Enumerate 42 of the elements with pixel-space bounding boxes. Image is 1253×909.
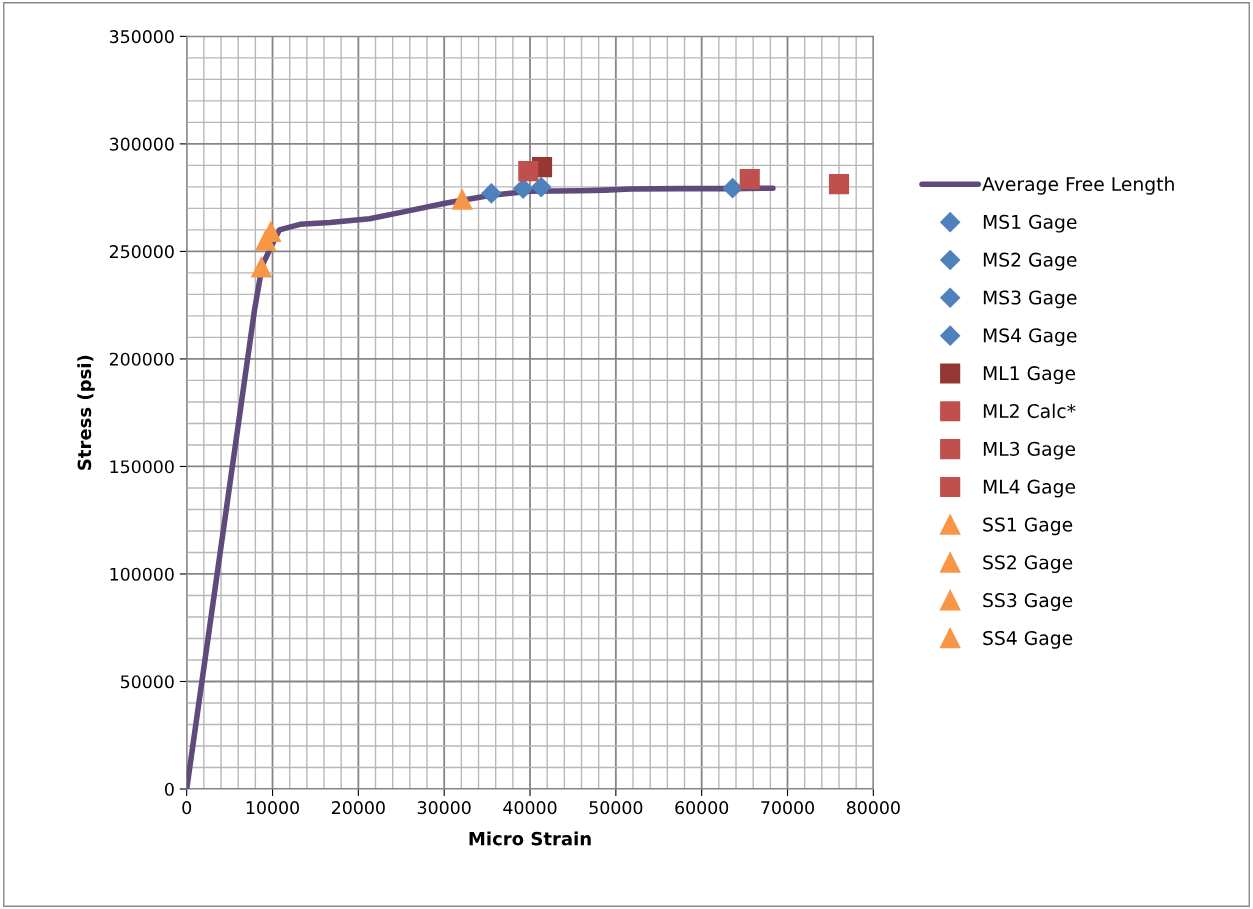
- y-tick-label: 200000: [109, 352, 174, 366]
- point: [828, 174, 850, 195]
- x-tick-label: 80000: [846, 801, 900, 815]
- x-tick-label: 50000: [589, 801, 643, 815]
- point: [452, 189, 473, 210]
- y-axis-title: Stress (psi): [77, 355, 95, 470]
- legend-label: SS3 Gage: [983, 593, 1073, 611]
- point: [518, 161, 539, 182]
- legend-label: MS4 Gage: [983, 328, 1077, 347]
- point: [722, 178, 743, 199]
- y-tick-label: 350000: [109, 30, 174, 44]
- point: [255, 230, 276, 251]
- legend-label: ML3 Gage: [983, 441, 1076, 460]
- point: [739, 169, 760, 190]
- x-tick-label: 70000: [761, 801, 814, 815]
- x-tick-label: 30000: [417, 801, 471, 815]
- x-axis-title: Micro Strain: [469, 831, 591, 846]
- legend-label: MS2 Gage: [983, 252, 1077, 271]
- y-tick-label: 250000: [109, 245, 174, 259]
- legend-label: MS3 Gage: [983, 290, 1077, 309]
- x-tick-label: 10000: [246, 801, 299, 815]
- point: [513, 178, 534, 199]
- point: [531, 177, 552, 197]
- legend-label: Average Free Length: [982, 176, 1174, 195]
- legend-label: ML4 Gage: [983, 479, 1076, 498]
- point: [251, 257, 272, 278]
- y-tick-label: 150000: [110, 460, 174, 474]
- x-tick-label: 0: [182, 801, 192, 815]
- legend-label: SS1 Gage: [983, 517, 1073, 536]
- y-tick-label: 0: [164, 782, 174, 796]
- x-tick-label: 60000: [675, 801, 729, 815]
- legend-label: SS4 Gage: [983, 630, 1073, 649]
- legend-label: ML2 Calc*: [983, 403, 1076, 419]
- y-tick-label: 100000: [110, 567, 174, 581]
- x-tick-label: 20000: [332, 801, 385, 815]
- legend-label: ML1 Gage: [983, 366, 1076, 384]
- x-tick-label: 40000: [503, 801, 557, 815]
- legend-label: MS1 Gage: [983, 214, 1077, 233]
- point: [481, 183, 502, 204]
- y-tick-label: 50000: [121, 675, 174, 689]
- legend-label: SS2 Gage: [983, 555, 1073, 574]
- y-tick-label: 300000: [109, 137, 174, 151]
